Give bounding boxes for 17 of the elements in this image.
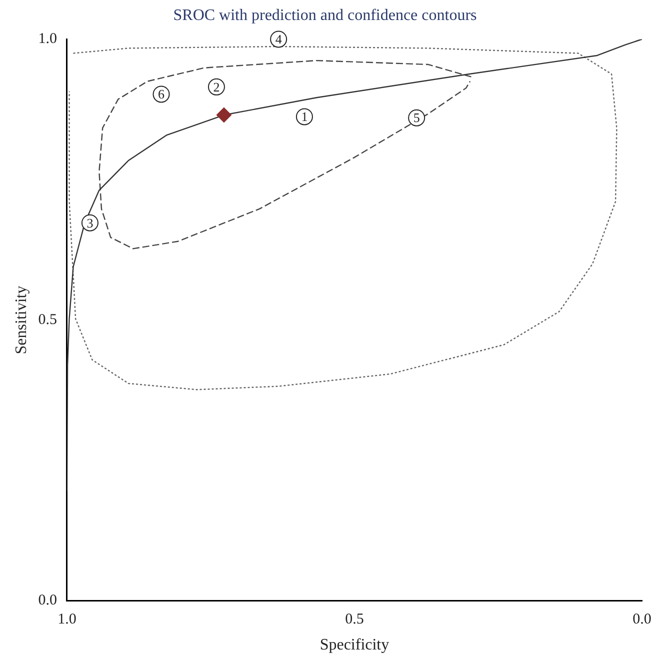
annotation: 4 [275,32,282,47]
x-tick-label: 0.5 [345,612,364,628]
x-tick-label: 0.0 [632,612,652,628]
x-axis-title: Specificity [320,636,390,654]
chart-title: SROC with prediction and confidence contours [173,6,477,24]
y-tick-label: 0.5 [38,312,57,328]
annotation: 1 [301,109,308,124]
annotation: 5 [413,110,420,126]
annotation: 3 [86,215,94,230]
y-axis-title: Sensitivity [12,286,30,354]
x-tick-label: 1.0 [58,612,76,628]
annotation: 6 [158,86,166,102]
annotation: 2 [213,79,220,94]
y-tick-label: 1.0 [38,31,57,48]
line-series [98,60,472,250]
point [216,108,232,123]
y-tick-label: 0.0 [38,592,57,609]
